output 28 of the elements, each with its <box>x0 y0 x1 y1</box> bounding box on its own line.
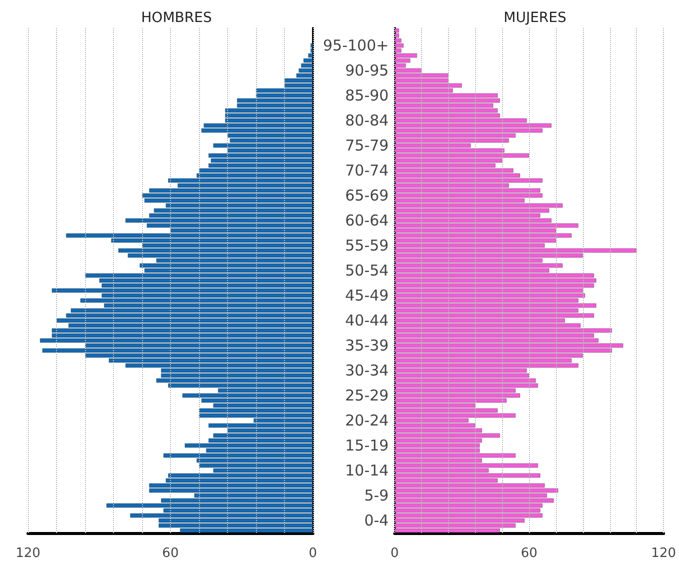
x-tick-label: 60 <box>520 546 538 561</box>
y-tick-label: 85-90 <box>345 86 389 104</box>
y-tick-label: 10-14 <box>345 462 389 480</box>
x-tick-label: 120 <box>651 546 676 561</box>
y-tick-label: 30-34 <box>345 362 389 380</box>
y-tick-label: 70-74 <box>345 162 389 180</box>
y-tick-label: 35-39 <box>345 336 389 354</box>
y-tick-label: 95-100+ <box>322 36 389 54</box>
x-tick-label: 60 <box>162 546 179 561</box>
y-tick-label: 50-54 <box>345 262 389 280</box>
chart-title: HOMBRES <box>141 10 212 26</box>
y-tick-label: 0-4 <box>364 512 389 530</box>
y-tick-label: 80-84 <box>345 112 389 130</box>
y-tick-label: 25-29 <box>345 386 389 404</box>
y-tick-label: 15-19 <box>345 436 389 454</box>
y-tick-label: 65-69 <box>345 186 389 204</box>
y-tick-label: 5-9 <box>364 486 389 504</box>
y-tick-label: 55-59 <box>345 236 389 254</box>
x-tick-label: 0 <box>390 546 399 561</box>
x-tick-label: 0 <box>308 546 318 561</box>
y-tick-label: 45-49 <box>345 286 389 304</box>
y-tick-label: 60-64 <box>345 212 389 230</box>
x-tick-label: 120 <box>16 546 40 561</box>
y-tick-label: 20-24 <box>345 412 389 430</box>
chart-title: MUJERES <box>504 10 566 26</box>
y-tick-label: 75-79 <box>345 136 389 154</box>
y-tick-label: 40-44 <box>345 312 389 330</box>
y-tick-label: 90-95 <box>345 62 389 80</box>
